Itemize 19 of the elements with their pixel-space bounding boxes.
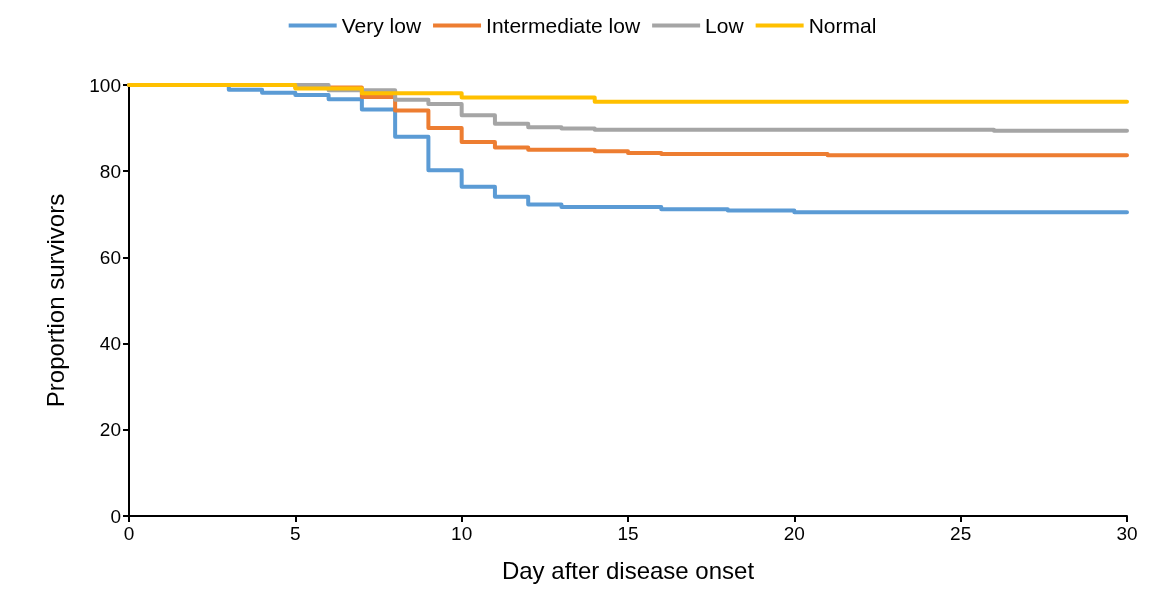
- y-tick-label: 60: [99, 246, 121, 268]
- x-axis-title: Day after disease onset: [501, 556, 755, 584]
- y-tick-label: 20: [99, 419, 121, 441]
- legend-label: Intermediate low: [486, 14, 641, 37]
- x-tick-label: 30: [1116, 523, 1138, 544]
- y-tick-label: 40: [99, 333, 121, 355]
- x-tick-label: 25: [950, 523, 972, 544]
- y-tick-label: 100: [89, 74, 121, 96]
- y-tick-label: 0: [110, 505, 121, 527]
- legend-label: Normal: [808, 14, 877, 37]
- x-tick-label: 10: [451, 523, 473, 544]
- x-tick-label: 20: [783, 523, 805, 544]
- x-tick-label: 5: [290, 523, 301, 544]
- x-tick-label: 15: [617, 523, 639, 544]
- legend-label: Very low: [341, 14, 422, 37]
- x-tick-label: 0: [123, 523, 135, 544]
- y-tick-label: 80: [99, 160, 121, 182]
- y-axis-title: Proportion survivors: [41, 193, 69, 408]
- legend-label: Low: [705, 14, 745, 37]
